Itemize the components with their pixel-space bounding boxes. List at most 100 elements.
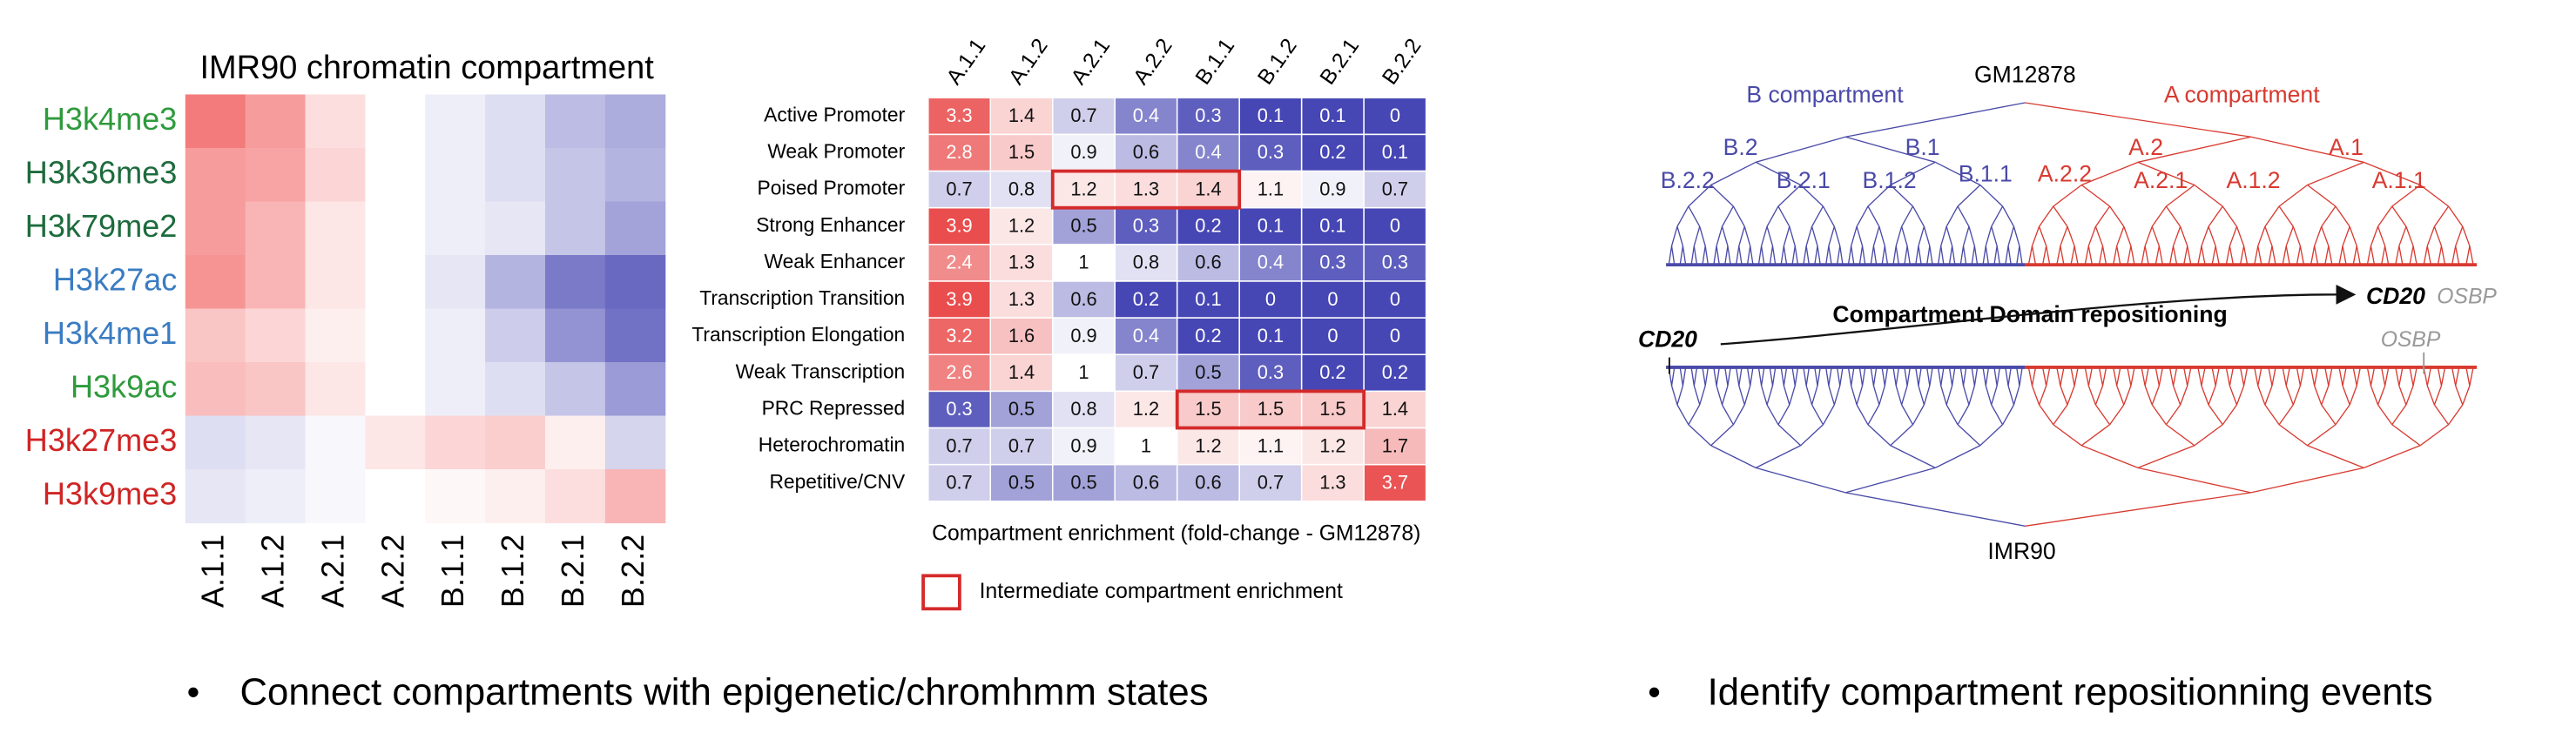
tree-branch <box>1682 366 1687 387</box>
tree-branch <box>2109 404 2125 426</box>
tree-branch <box>1721 205 1734 227</box>
tree-branch <box>1856 385 1864 406</box>
cell-value: 0 <box>1390 214 1400 236</box>
tree-branch <box>2101 245 2107 266</box>
cell-value: 0.9 <box>1070 141 1096 163</box>
column-label: B.1.1 <box>435 535 470 608</box>
branch-label: A.1.1 <box>2372 167 2426 193</box>
tree-branch <box>2313 225 2323 246</box>
tree-branch <box>1959 366 1965 387</box>
tree-branch <box>1822 205 1835 227</box>
tree-branch <box>2127 245 2132 266</box>
heatmap-cell <box>365 308 426 363</box>
heatmap-cell <box>544 94 606 149</box>
tree-branch <box>2094 404 2111 426</box>
heatmap-cell <box>1238 206 1303 245</box>
tree-branch <box>2278 404 2294 426</box>
cell-value: 1.6 <box>1008 325 1035 346</box>
heatmap-cell <box>185 147 246 203</box>
heatmap-cell <box>485 469 546 524</box>
root-label: GM12878 <box>1974 62 2076 88</box>
tree-branch <box>1918 385 1925 406</box>
tree-branch <box>1993 245 1998 266</box>
tree-branch <box>2007 245 2012 266</box>
tree-branch <box>2310 245 2316 266</box>
tree-branch <box>1735 366 1740 387</box>
tree-branch <box>1690 245 1695 266</box>
tree-branch <box>1688 185 1712 207</box>
tree-branch <box>1800 424 1824 447</box>
heatmap-cell <box>185 201 246 256</box>
tree-branch <box>1805 366 1811 387</box>
heatmap-cell <box>604 147 666 203</box>
cell-value: 1.7 <box>1382 434 1408 456</box>
cell-value: 1.5 <box>1319 398 1345 420</box>
column-label: A.2.2 <box>374 535 410 608</box>
tree-branch <box>1811 226 1818 246</box>
tree-branch <box>1982 245 1986 266</box>
heatmap-cell <box>485 415 546 470</box>
tree-branch <box>2250 467 2364 494</box>
heatmap-cell <box>1363 463 1427 502</box>
column-label: A.1.1 <box>942 35 990 90</box>
tree-branch <box>2046 245 2051 266</box>
cell-value: 3.9 <box>946 214 972 236</box>
tree-branch <box>1884 245 1889 266</box>
heatmap-cell <box>425 362 486 417</box>
tree-branch <box>2313 366 2319 387</box>
tree-branch <box>2229 385 2238 406</box>
tree-branch <box>1670 385 1678 406</box>
tree-branch <box>2412 245 2418 266</box>
tree-branch <box>2462 385 2471 406</box>
heatmap-cell <box>927 97 992 136</box>
tree-branch <box>2172 366 2178 387</box>
cell-value: 1 <box>1078 252 1089 273</box>
heatmap-cell <box>1300 280 1365 319</box>
tree-branch <box>1732 404 1745 426</box>
cell-value: 0.5 <box>1070 471 1096 493</box>
branch-label: A.2 <box>2128 134 2163 160</box>
tree-branch <box>1783 385 1790 406</box>
heatmap-cell <box>1051 317 1116 356</box>
bullet-dot: • <box>1648 671 1661 712</box>
root-label: IMR90 <box>1987 538 2055 564</box>
branch-label: A.1.2 <box>2227 167 2281 193</box>
tree-branch <box>1710 424 1734 447</box>
row-label: H3k27me3 <box>25 422 177 458</box>
cell-value: 0.3 <box>1258 141 1284 163</box>
tree-branch <box>1676 404 1689 426</box>
row-label: H3k9me3 <box>43 475 177 511</box>
tree-branch <box>2356 366 2361 387</box>
tree-branch <box>2144 245 2149 266</box>
tree-branch <box>2094 225 2104 246</box>
tree-branch <box>1780 366 1785 387</box>
tree-branch <box>2007 226 2015 246</box>
tree-branch <box>2109 205 2125 227</box>
tree-branch <box>2384 366 2390 387</box>
tree-branch <box>1951 245 1956 266</box>
tree-branch <box>1895 366 1900 387</box>
highlight-box <box>1050 169 1242 210</box>
tree-branch <box>1872 385 1880 406</box>
tree-branch <box>2324 366 2330 387</box>
heatmap-cell <box>185 308 246 363</box>
tree-branch <box>1702 245 1706 266</box>
tree-branch <box>2426 245 2431 266</box>
tree-branch <box>2285 225 2294 246</box>
tree-branch <box>2137 445 2195 469</box>
tree-branch <box>2342 225 2350 246</box>
tree-branch <box>1693 226 1701 246</box>
tree-branch <box>2039 205 2054 227</box>
tree-branch <box>2391 404 2407 426</box>
tree-branch <box>1872 226 1880 246</box>
tree-branch <box>1811 205 1824 227</box>
heatmap-cell <box>485 147 546 203</box>
tree-branch <box>2254 245 2259 266</box>
tree-branch <box>1713 366 1717 387</box>
heatmap-cell <box>1300 427 1365 466</box>
tree-branch <box>1996 245 2001 266</box>
tree-branch <box>1982 366 1986 387</box>
tree-branch <box>1957 205 1970 227</box>
tree-branch <box>2208 205 2223 227</box>
tree-branch <box>1940 245 1945 266</box>
